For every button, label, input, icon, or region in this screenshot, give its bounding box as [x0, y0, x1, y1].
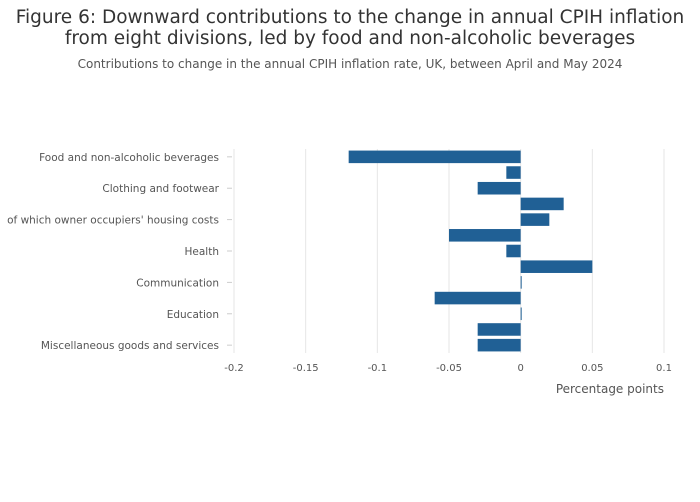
- category-label: of which owner occupiers' housing costs: [7, 215, 219, 227]
- category-label: Miscellaneous goods and services: [41, 340, 219, 352]
- category-label: Food and non-alcoholic beverages: [39, 152, 219, 164]
- chart-title: Figure 6: Downward contributions to the …: [0, 7, 700, 49]
- bar: [520, 260, 593, 273]
- x-tick-label: 0.05: [581, 363, 603, 374]
- bar: [477, 338, 521, 352]
- bar: [449, 229, 521, 242]
- bar: [434, 291, 521, 305]
- category-label: Communication: [136, 277, 219, 289]
- bar: [506, 166, 521, 179]
- category-label: Clothing and footwear: [102, 183, 219, 195]
- x-tick-labels: -0.2 -0.15 -0.1 -0.05 0 0.05 0.1: [224, 363, 672, 374]
- bar: [520, 197, 564, 211]
- bar: [520, 307, 522, 321]
- x-tick-label: -0.2: [224, 363, 244, 374]
- x-tick-label: 0.1: [656, 363, 672, 374]
- category-labels: Food and non-alcoholic beverages Clothing…: [7, 152, 232, 352]
- bar: [520, 276, 522, 289]
- bar: [477, 323, 521, 336]
- chart-title-line-1: Figure 6: Downward contributions to the …: [15, 7, 685, 28]
- category-label: Education: [167, 309, 219, 321]
- grid-lines: [233, 149, 665, 353]
- x-tick-label: -0.15: [293, 363, 319, 374]
- x-tick-label: 0: [517, 363, 523, 374]
- bar: [506, 244, 521, 258]
- chart-title-line-2: from eight divisions, led by food and no…: [64, 28, 636, 49]
- bar: [477, 181, 521, 195]
- bars: [348, 150, 593, 352]
- chart-subtitle: Contributions to change in the annual CP…: [77, 57, 623, 71]
- x-tick-label: -0.05: [436, 363, 462, 374]
- x-tick-label: -0.1: [368, 363, 388, 374]
- category-label: Health: [185, 246, 219, 258]
- bar: [520, 213, 550, 226]
- bar: [348, 150, 521, 164]
- x-axis-title: Percentage points: [556, 382, 664, 396]
